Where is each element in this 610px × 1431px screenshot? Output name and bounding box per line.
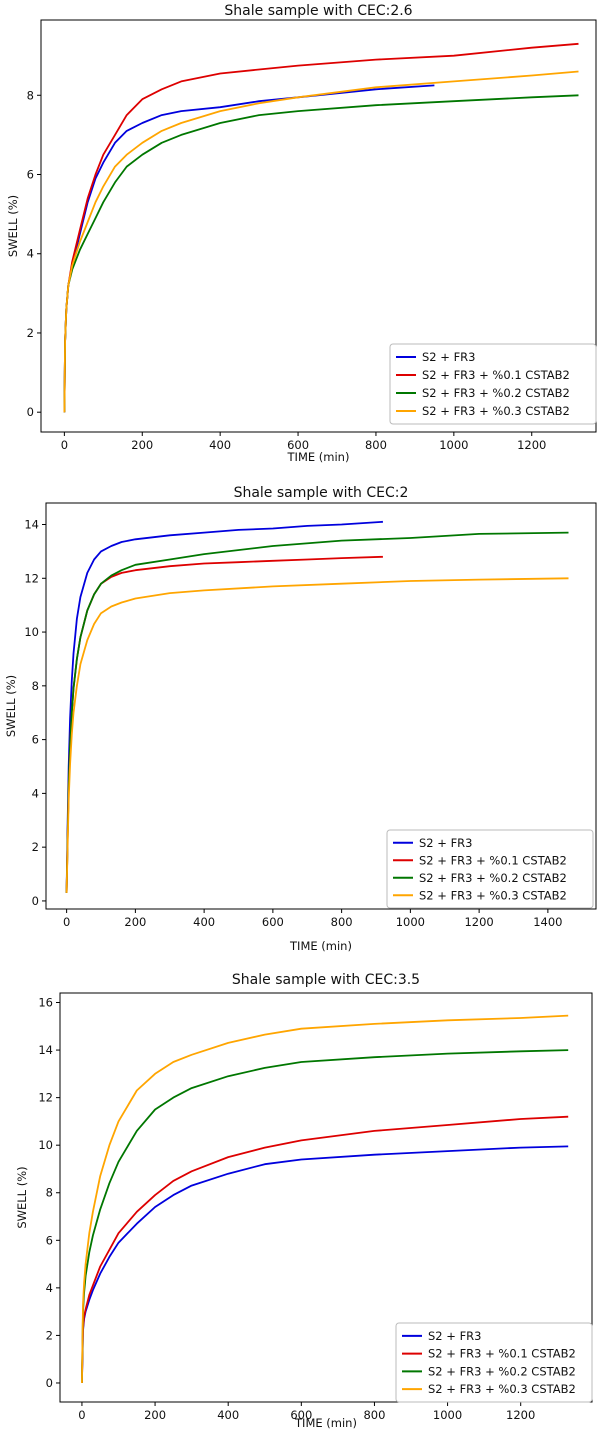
y-tick-label: 6 xyxy=(27,168,34,182)
x-tick-label: 400 xyxy=(217,1408,239,1422)
series-line-3 xyxy=(81,1049,569,1384)
legend: S2 + FR3 S2 + FR3 + %0.1 CSTAB2 S2 + FR3 +… xyxy=(395,1322,593,1403)
y-tick-label: 10 xyxy=(38,1138,53,1152)
legend: S2 + FR3 S2 + FR3 + %0.1 CSTAB2 S2 + FR3 +… xyxy=(389,343,597,425)
x-tick-label: 1000 xyxy=(396,915,425,929)
chart-title: Shale sample with CEC:2 xyxy=(234,485,409,501)
legend-label-4: S2 + FR3 + %0.3 CSTAB2 xyxy=(422,404,570,418)
legend-label-2: S2 + FR3 + %0.1 CSTAB2 xyxy=(422,368,570,382)
x-tick-label: 200 xyxy=(124,915,146,929)
x-tick-label: 800 xyxy=(365,438,387,452)
x-axis-label: TIME (min) xyxy=(287,450,350,463)
x-tick-label: 1000 xyxy=(439,438,468,452)
legend-label-3: S2 + FR3 + %0.2 CSTAB2 xyxy=(422,386,570,400)
series-line-2 xyxy=(81,1115,569,1384)
series-line-1 xyxy=(65,520,383,893)
chart-title: Shale sample with CEC:3.5 xyxy=(232,972,420,988)
x-tick-label: 0 xyxy=(61,438,68,452)
y-tick-label: 12 xyxy=(38,1091,53,1105)
legend-box xyxy=(389,343,597,425)
legend: S2 + FR3 S2 + FR3 + %0.1 CSTAB2 S2 + FR3 +… xyxy=(386,829,594,909)
x-axis-label: TIME (min) xyxy=(294,1416,357,1430)
legend-box xyxy=(386,829,594,909)
plot-frame xyxy=(45,502,597,910)
y-tick-label: 14 xyxy=(38,1043,53,1057)
y-axis-label: SWELL (%) xyxy=(15,1166,29,1228)
y-tick-label: 0 xyxy=(46,1376,53,1390)
y-axis-label: SWELL (%) xyxy=(4,675,18,737)
y-tick-label: 2 xyxy=(46,1328,53,1342)
chart-title: Shale sample with CEC:2.6 xyxy=(224,3,412,19)
series-line-2 xyxy=(65,555,383,893)
y-tick-label: 4 xyxy=(32,786,39,800)
plot-frame xyxy=(59,992,593,1403)
legend-label-1: S2 + FR3 xyxy=(428,1329,482,1343)
y-tick-label: 2 xyxy=(32,840,39,854)
x-tick-label: 1000 xyxy=(433,1408,462,1422)
y-tick-label: 6 xyxy=(32,733,39,747)
y-tick-label: 4 xyxy=(27,247,34,261)
legend-label-3: S2 + FR3 + %0.2 CSTAB2 xyxy=(419,871,567,885)
legend-box xyxy=(395,1322,593,1403)
chart-cec-3-5: Shale sample with CEC:3.5 0 200 400 600 800 10… xyxy=(15,972,593,1430)
y-tick-label: 6 xyxy=(46,1233,53,1247)
y-tick-label: 0 xyxy=(27,405,34,419)
x-tick-label: 600 xyxy=(262,915,284,929)
series-line-4 xyxy=(63,70,579,413)
x-tick-label: 400 xyxy=(193,915,215,929)
plot-frame xyxy=(40,19,597,433)
legend-label-3: S2 + FR3 + %0.2 CSTAB2 xyxy=(428,1364,576,1378)
y-tick-label: 10 xyxy=(24,625,39,639)
x-tick-label: 1200 xyxy=(506,1408,535,1422)
x-tick-label: 1200 xyxy=(517,438,546,452)
x-tick-label: 800 xyxy=(363,1408,385,1422)
x-tick-label: 600 xyxy=(287,438,309,452)
x-tick-label: 1400 xyxy=(533,915,562,929)
y-tick-label: 16 xyxy=(38,996,53,1010)
y-axis-label: SWELL (%) xyxy=(6,195,20,257)
y-tick-label: 4 xyxy=(46,1281,53,1295)
y-tick-label: 0 xyxy=(32,894,39,908)
series-line-4 xyxy=(81,1014,569,1384)
legend-label-2: S2 + FR3 + %0.1 CSTAB2 xyxy=(428,1347,576,1361)
x-tick-label: 400 xyxy=(209,438,231,452)
x-tick-label: 200 xyxy=(131,438,153,452)
legend-label-4: S2 + FR3 + %0.3 CSTAB2 xyxy=(428,1382,576,1396)
series-line-3 xyxy=(65,531,569,893)
x-tick-label: 200 xyxy=(144,1408,166,1422)
y-tick-label: 8 xyxy=(46,1186,53,1200)
series-line-1 xyxy=(63,84,435,413)
x-tick-label: 0 xyxy=(78,1408,85,1422)
x-tick-label: 600 xyxy=(290,1408,312,1422)
series-line-4 xyxy=(65,577,569,893)
y-tick-label: 14 xyxy=(24,518,39,532)
y-tick-label: 8 xyxy=(27,88,34,102)
chart-cec-2: Shale sample with CEC:2 0 200 400 600 800 1000… xyxy=(4,485,597,953)
x-axis-label: TIME (min) xyxy=(289,939,352,953)
y-tick-label: 12 xyxy=(24,571,39,585)
y-tick-label: 8 xyxy=(32,679,39,693)
legend-label-1: S2 + FR3 xyxy=(422,350,476,364)
legend-label-4: S2 + FR3 + %0.3 CSTAB2 xyxy=(419,888,567,902)
legend-label-2: S2 + FR3 + %0.1 CSTAB2 xyxy=(419,853,567,867)
chart-cec-2-6: Shale sample with CEC:2.6 0 200 400 600 800 10… xyxy=(6,3,597,463)
legend-label-1: S2 + FR3 xyxy=(419,836,473,850)
x-tick-label: 0 xyxy=(63,915,70,929)
y-tick-label: 2 xyxy=(27,326,34,340)
x-tick-label: 1200 xyxy=(464,915,493,929)
x-tick-label: 800 xyxy=(331,915,353,929)
